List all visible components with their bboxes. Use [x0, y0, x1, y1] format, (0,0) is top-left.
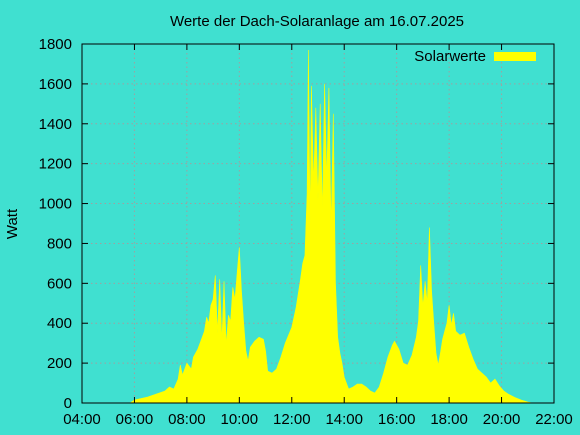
- x-tick-label: 06:00: [116, 411, 154, 428]
- y-tick-label: 1800: [39, 36, 72, 53]
- y-axis-label: Watt: [4, 208, 21, 239]
- x-tick-label: 10:00: [221, 411, 259, 428]
- y-tick-label: 200: [47, 355, 72, 372]
- axes: [81, 43, 555, 404]
- x-tick-label: 08:00: [168, 411, 206, 428]
- legend-label: Solarwerte: [414, 48, 486, 65]
- series-area-0: [129, 49, 533, 404]
- y-tick-label: 800: [47, 235, 72, 252]
- y-tick-label: 1000: [39, 196, 72, 213]
- x-tick-label: 12:00: [273, 411, 311, 428]
- grid-lines: [82, 44, 554, 403]
- area-layer: [129, 49, 533, 404]
- y-tick-label: 1600: [39, 76, 72, 93]
- chart-title: Werte der Dach-Solaranlage am 16.07.2025: [170, 13, 464, 30]
- x-tick-label: 20:00: [483, 411, 521, 428]
- y-tick-label: 400: [47, 315, 72, 332]
- x-tick-label: 16:00: [378, 411, 416, 428]
- x-tick-label: 14:00: [325, 411, 363, 428]
- tick-marks: 0 200 400 600 800 1000 1200 1400 1600 1800 04:00 06…: [39, 36, 573, 428]
- plot-frame: [81, 43, 555, 404]
- x-tick-label: 04:00: [63, 411, 101, 428]
- legend-swatch: [494, 52, 536, 61]
- legend: Solarwerte: [414, 48, 536, 65]
- y-tick-label: 600: [47, 275, 72, 292]
- x-tick-label: 18:00: [430, 411, 468, 428]
- y-tick-label: 1400: [39, 116, 72, 133]
- x-tick-label: 22:00: [535, 411, 573, 428]
- y-tick-label: 1200: [39, 156, 72, 173]
- y-tick-label: 0: [64, 395, 72, 412]
